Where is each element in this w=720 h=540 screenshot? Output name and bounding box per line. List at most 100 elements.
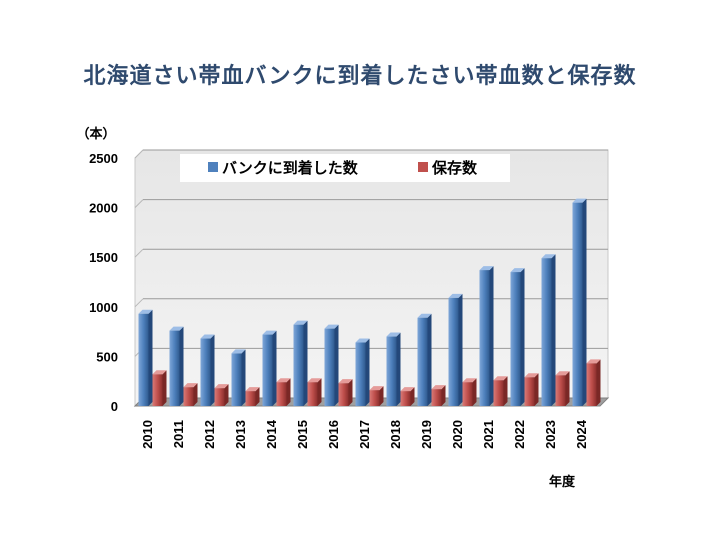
bar-arrived [355, 342, 366, 406]
bar-stored-top [555, 371, 570, 376]
bar-stored-top [276, 378, 291, 383]
bar-stored-side [565, 371, 570, 406]
bar-stored-top [245, 387, 260, 392]
bar-stored-top [524, 373, 539, 378]
bar-arrived-side [148, 309, 153, 406]
legend-swatch-stored [418, 162, 428, 172]
bar-arrived-side [241, 349, 246, 406]
bar-arrived-side [303, 320, 308, 406]
bar-arrived-top [231, 349, 246, 354]
x-tick-label: 2011 [171, 420, 186, 448]
bar-stored-side [255, 387, 260, 406]
bar-stored [493, 380, 504, 406]
bar-stored-side [193, 383, 198, 406]
gridline-diag [134, 199, 144, 208]
x-tick-label: 2013 [233, 420, 248, 449]
gridline-diag [134, 248, 144, 258]
bar-arrived-side [365, 338, 370, 406]
bar-arrived [386, 336, 397, 406]
bar-stored [214, 388, 225, 406]
bar-stored-top [462, 378, 477, 383]
bar-arrived [479, 270, 490, 406]
y-tick-label: 2000 [89, 201, 118, 216]
y-tick-label: 0 [111, 399, 118, 414]
bar-stored [183, 387, 194, 406]
bar-stored-side [503, 376, 508, 406]
bar-stored [586, 363, 597, 406]
x-tick-label: 2020 [450, 420, 465, 449]
bar-stored-top [307, 378, 322, 383]
x-tick-label: 2015 [295, 420, 310, 449]
bar-stored-top [152, 370, 167, 375]
x-tick-label: 2010 [140, 420, 155, 449]
bar-arrived-top [355, 338, 370, 343]
y-tick-label: 2500 [89, 151, 118, 166]
bar-stored-top [493, 376, 508, 381]
bar-arrived-side [520, 268, 525, 406]
bar-arrived-side [334, 324, 339, 406]
bar-arrived-top [479, 266, 494, 271]
x-tick-label: 2024 [574, 419, 589, 449]
bar-stored [400, 391, 411, 406]
bar-arrived [541, 258, 552, 406]
bar-stored [369, 390, 380, 406]
y-axis-label: （本） [76, 126, 115, 141]
bar-arrived-side [427, 313, 432, 406]
bar-stored [524, 377, 535, 406]
bar-arrived [572, 202, 583, 406]
bar-stored-side [348, 379, 353, 406]
bar-stored-top [431, 385, 446, 390]
bar-stored-top [214, 384, 229, 389]
bar-stored-side [162, 370, 167, 406]
bar-arrived [417, 317, 428, 406]
bar-arrived-side [582, 198, 587, 406]
x-tick-label: 2018 [388, 420, 403, 449]
y-tick-label: 500 [96, 349, 118, 364]
bar-arrived-side [489, 266, 494, 406]
legend-label-stored: 保存数 [431, 159, 478, 177]
bar-stored-top [183, 383, 198, 388]
bar-stored-side [534, 373, 539, 406]
bar-arrived-top [324, 324, 339, 329]
bar-stored-side [410, 387, 415, 406]
bar-stored [152, 374, 163, 406]
bar-stored [462, 382, 473, 406]
legend-box [180, 154, 510, 182]
bar-stored-side [379, 386, 384, 406]
legend-label-arrived: バンクに到着した数 [222, 159, 359, 177]
bar-arrived-side [210, 334, 215, 406]
bar-stored [431, 389, 442, 406]
bar-stored-top [369, 386, 384, 391]
bar-arrived [324, 328, 335, 406]
bar-arrived-side [458, 293, 463, 406]
chart-title: 北海道さい帯血バンクに到着したさい帯血数と保存数 [83, 64, 637, 89]
bar-stored [555, 375, 566, 406]
bar-stored [307, 382, 318, 406]
bar-arrived [231, 353, 242, 406]
bar-arrived-side [272, 330, 277, 406]
bar-stored-side [472, 378, 477, 406]
bar-stored-side [441, 385, 446, 406]
x-tick-label: 2017 [357, 420, 372, 449]
gridline-diag [134, 149, 144, 159]
bar-arrived [448, 297, 459, 406]
bar-arrived [169, 330, 180, 406]
legend-swatch-arrived [208, 162, 218, 172]
bar-stored-top [338, 379, 353, 384]
bar-arrived-top [386, 332, 401, 337]
bar-arrived-top [138, 309, 153, 314]
bar-arrived-top [200, 334, 215, 339]
x-tick-label: 2016 [326, 420, 341, 449]
bar-arrived [200, 338, 211, 406]
bar-stored-side [596, 359, 601, 406]
bar-arrived [293, 324, 304, 406]
x-tick-label: 2021 [481, 420, 496, 449]
bar-stored [245, 391, 256, 406]
bar-arrived-top [293, 320, 308, 325]
bar-arrived-side [551, 254, 556, 406]
bar-arrived-top [448, 293, 463, 298]
bar-arrived-side [179, 326, 184, 406]
x-tick-label: 2023 [543, 420, 558, 449]
bar-stored-side [317, 378, 322, 406]
